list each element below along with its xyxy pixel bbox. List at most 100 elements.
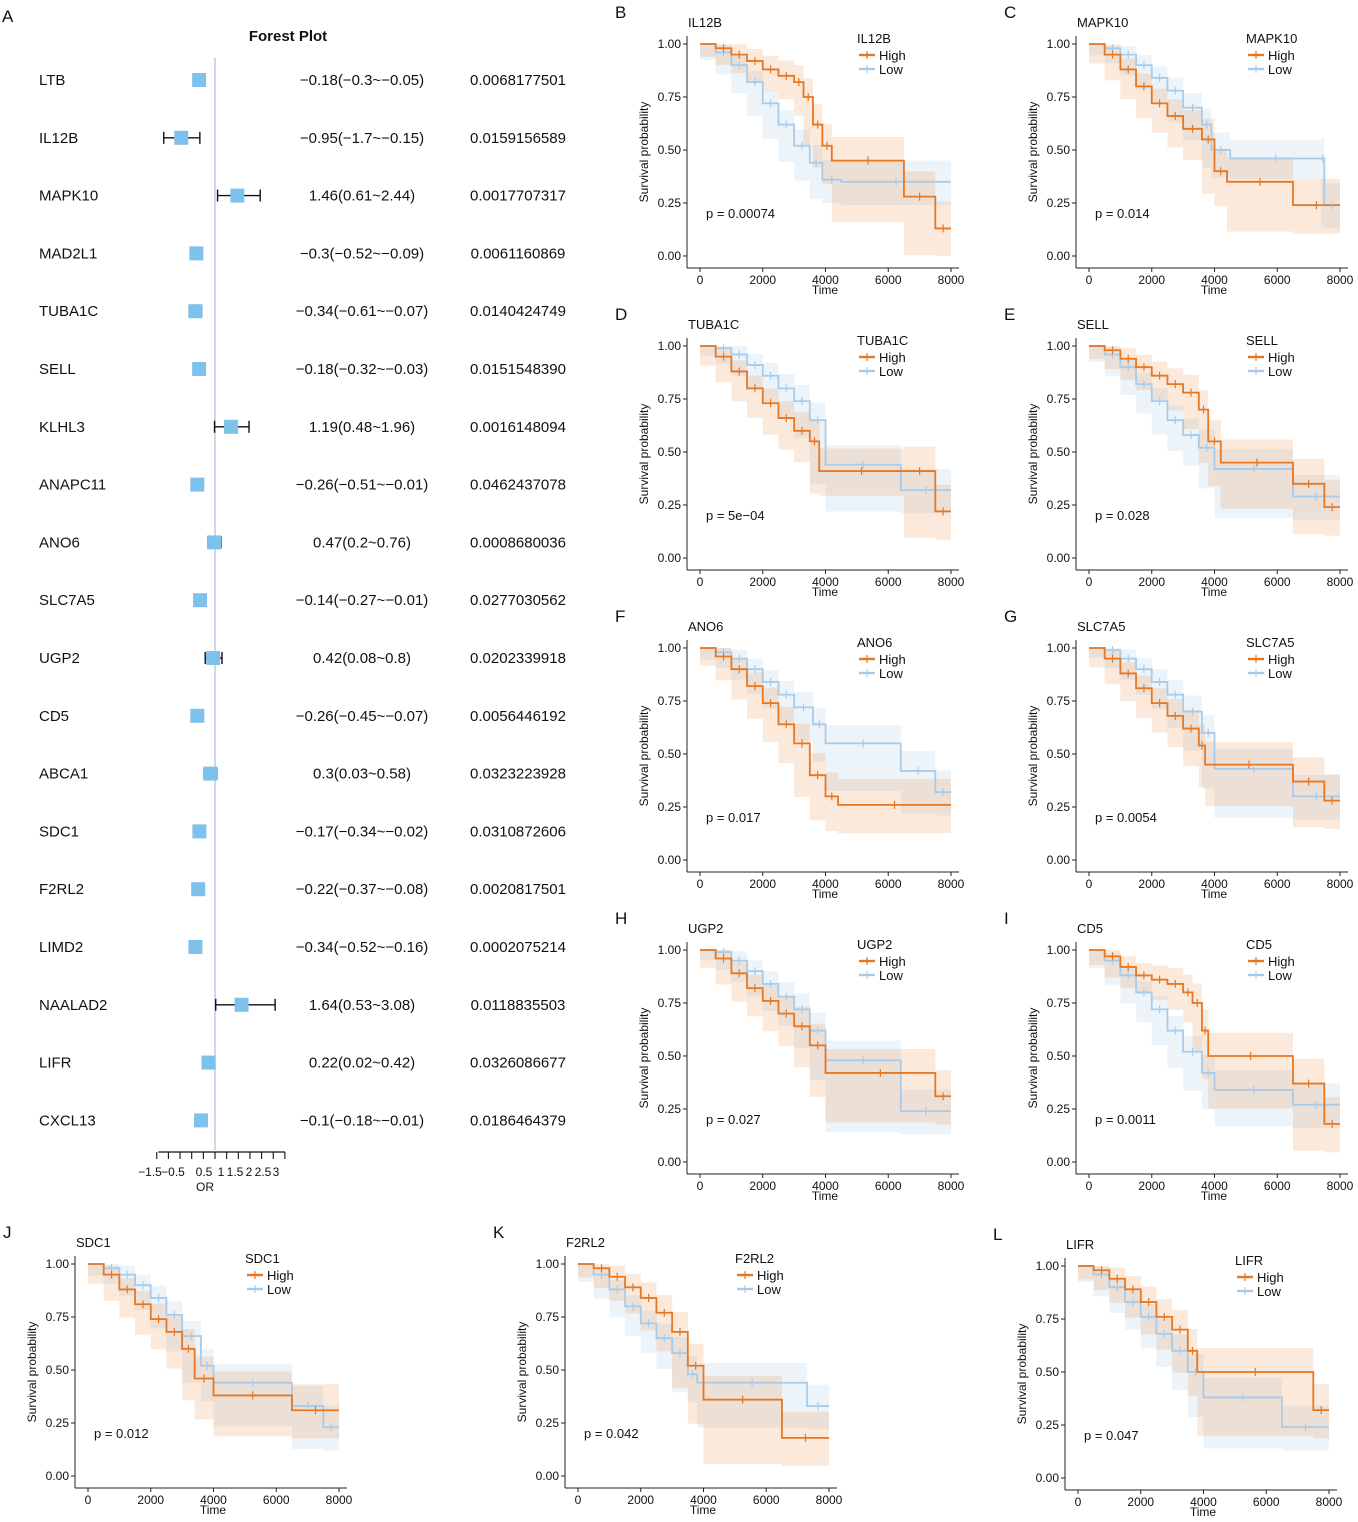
estimate-box xyxy=(230,188,245,203)
panel-label: E xyxy=(1004,305,1015,324)
y-axis-title: Survival probability xyxy=(637,404,651,505)
high-survival-curve xyxy=(88,1263,339,1412)
x-tick-label: 4000 xyxy=(812,1179,839,1193)
y-axis-title: Survival probability xyxy=(1015,1324,1029,1425)
plot-title: TUBA1C xyxy=(688,317,739,332)
low-survival-curve xyxy=(1089,647,1340,798)
x-axis-title: Time xyxy=(1201,283,1228,297)
legend-low-label: Low xyxy=(1257,1284,1281,1299)
ci-text: 1.64(0.53~3.08) xyxy=(309,997,415,1014)
forest-row: NAALAD2 1.64(0.53~3.08) 0.0118835503 xyxy=(39,997,565,1014)
x-tick-label: 2000 xyxy=(1127,1495,1154,1509)
estimate-box xyxy=(194,1113,209,1128)
ci-text: 0.22(0.02~0.42) xyxy=(309,1055,415,1072)
legend-high-label: High xyxy=(1268,652,1295,667)
legend-title: TUBA1C xyxy=(857,333,908,348)
gene-label: ANAPC11 xyxy=(39,477,106,494)
legend-title: SDC1 xyxy=(245,1251,280,1266)
y-tick-label: 1.00 xyxy=(658,943,682,957)
forest-row: SDC1 −0.17(−0.34~−0.02) 0.0310872606 xyxy=(39,823,566,840)
x-tick-label: 2000 xyxy=(749,575,776,589)
panel-label: L xyxy=(993,1225,1002,1244)
plot-title: SDC1 xyxy=(76,1235,111,1250)
panel-label: B xyxy=(615,3,626,22)
x-tick-label: 8000 xyxy=(938,575,965,589)
x-tick-label: 6000 xyxy=(875,1179,902,1193)
tick-label: 3 xyxy=(273,1165,280,1179)
y-axis-title: Survival probability xyxy=(637,706,651,807)
y-tick-label: 1.00 xyxy=(658,37,682,51)
x-tick-label: 4000 xyxy=(200,1493,227,1507)
y-tick-label: 0.25 xyxy=(46,1416,70,1430)
gene-label: LTB xyxy=(39,72,65,89)
x-tick-label: 6000 xyxy=(875,575,902,589)
x-tick-label: 0 xyxy=(1086,273,1093,287)
p-value-text: p = 5e−04 xyxy=(706,508,765,523)
x-axis-title: Time xyxy=(200,1503,227,1517)
gene-label: TUBA1C xyxy=(39,303,98,320)
km-panel-cd5: I CD5 0.00 0.25 0.50 0.75 1.00 0 2000 4000 6000 800… xyxy=(1004,909,1354,1203)
y-tick-label: 0.50 xyxy=(1047,143,1071,157)
legend-high-label: High xyxy=(879,652,906,667)
p-value: 0.0151548390 xyxy=(470,361,566,378)
x-tick-label: 4000 xyxy=(1201,1179,1228,1193)
p-value: 0.0202339918 xyxy=(470,650,566,667)
y-tick-label: 0.25 xyxy=(658,196,682,210)
forest-row: ABCA1 0.3(0.03~0.58) 0.0323223928 xyxy=(39,766,566,783)
panel-label: J xyxy=(3,1223,12,1242)
legend-low-label: Low xyxy=(879,62,903,77)
y-tick-label: 0.50 xyxy=(1036,1365,1060,1379)
legend-low-label: Low xyxy=(1268,666,1292,681)
low-ci-band xyxy=(578,1264,829,1430)
km-panel-mapk10: C MAPK10 0.00 0.25 0.50 0.75 1.00 0 2000 4000 6000… xyxy=(1004,3,1354,297)
ci-text: −0.34(−0.52~−0.16) xyxy=(296,939,429,956)
p-value: 0.0323223928 xyxy=(470,766,566,783)
panel-label: F xyxy=(615,607,625,626)
y-tick-label: 0.25 xyxy=(1047,196,1071,210)
ci-text: −0.95(−1.7~−0.15) xyxy=(300,130,424,147)
x-tick-label: 2000 xyxy=(749,1179,776,1193)
legend-low-label: Low xyxy=(1268,364,1292,379)
x-axis-title: Time xyxy=(1201,1189,1228,1203)
x-tick-label: 6000 xyxy=(1264,273,1291,287)
y-tick-label: 0.25 xyxy=(536,1416,560,1430)
forest-row: ANAPC11 −0.26(−0.51~−0.01) 0.0462437078 xyxy=(39,477,566,494)
x-axis-title: OR xyxy=(196,1180,214,1194)
tick-label: −1.5 xyxy=(138,1165,162,1179)
y-tick-label: 0.75 xyxy=(1047,90,1071,104)
estimate-box xyxy=(192,73,207,87)
x-tick-label: 2000 xyxy=(1138,877,1165,891)
gene-label: ABCA1 xyxy=(39,766,88,783)
high-survival-curve xyxy=(700,949,951,1098)
low-survival-curve xyxy=(700,345,951,492)
legend-high-label: High xyxy=(1268,350,1295,365)
x-tick-label: 6000 xyxy=(875,273,902,287)
p-value-text: p = 0.027 xyxy=(706,1112,761,1127)
gene-label: SELL xyxy=(39,361,76,378)
gene-label: MAPK10 xyxy=(39,188,98,205)
estimate-box xyxy=(192,362,207,376)
ci-text: −0.18(−0.32~−0.03) xyxy=(296,361,429,378)
x-tick-label: 6000 xyxy=(753,1493,780,1507)
legend-high-label: High xyxy=(757,1268,784,1283)
y-tick-label: 1.00 xyxy=(1036,1259,1060,1273)
y-tick-label: 0.75 xyxy=(658,392,682,406)
x-tick-label: 6000 xyxy=(1264,575,1291,589)
plot-title: LIFR xyxy=(1066,1237,1094,1252)
km-panel-ano6: F ANO6 0.00 0.25 0.50 0.75 1.00 0 2000 4000 6000 80… xyxy=(615,607,965,901)
forest-row: ANO6 0.47(0.2~0.76) 0.0008680036 xyxy=(39,534,566,551)
legend-title: F2RL2 xyxy=(735,1251,774,1266)
x-axis-title: Time xyxy=(1190,1505,1217,1519)
p-value: 0.0008680036 xyxy=(470,534,566,551)
gene-label: UGP2 xyxy=(39,650,80,667)
p-value-text: p = 0.017 xyxy=(706,810,761,825)
legend-title: IL12B xyxy=(857,31,891,46)
y-tick-label: 0.75 xyxy=(1047,392,1071,406)
estimate-box xyxy=(189,246,204,261)
y-tick-label: 0.50 xyxy=(1047,445,1071,459)
legend-title: MAPK10 xyxy=(1246,31,1297,46)
plot-title: SLC7A5 xyxy=(1077,619,1125,634)
p-value: 0.0020817501 xyxy=(470,881,566,898)
ci-text: −0.22(−0.37~−0.08) xyxy=(296,881,429,898)
plot-title: IL12B xyxy=(688,15,722,30)
